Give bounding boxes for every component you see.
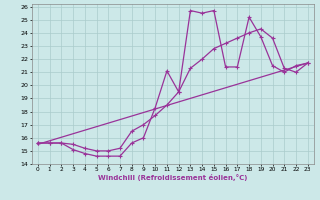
X-axis label: Windchill (Refroidissement éolien,°C): Windchill (Refroidissement éolien,°C) bbox=[98, 174, 247, 181]
